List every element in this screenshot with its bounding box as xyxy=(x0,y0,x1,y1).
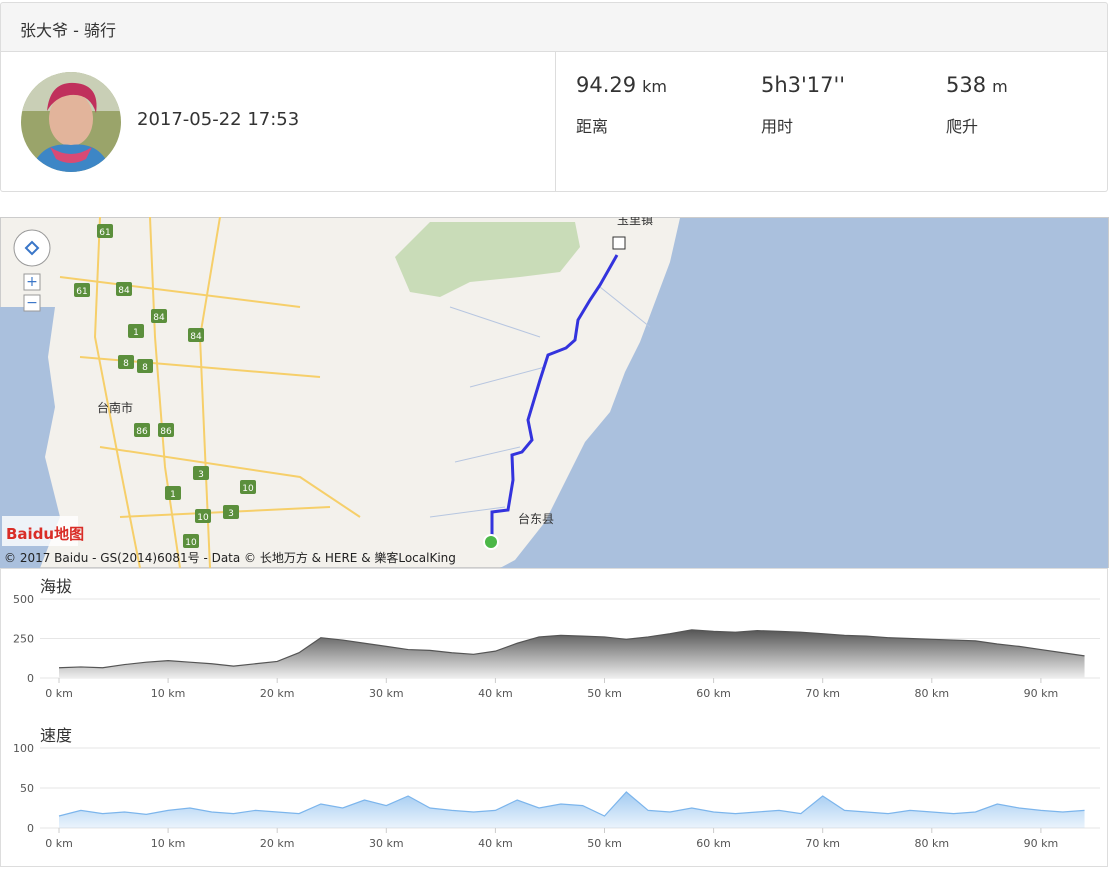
x-tick-label: 0 km xyxy=(45,687,73,700)
map-copyright: © 2017 Baidu - GS(2014)6081号 - Data © 长地… xyxy=(4,550,456,565)
road-shield xyxy=(97,224,113,238)
datetime: 2017-05-22 17:53 xyxy=(137,109,300,130)
place-label: 台东县 xyxy=(518,511,554,526)
start-marker xyxy=(483,534,499,550)
place-label: 台南市 xyxy=(97,400,133,415)
road-shield xyxy=(165,486,181,500)
place-label: 玉里镇 xyxy=(617,217,653,227)
map[interactable]: + − Baidu地图 © 2017 Baidu - GS(2014)6081号… xyxy=(0,217,1109,568)
x-tick-label: 10 km xyxy=(151,687,186,700)
road-shield xyxy=(188,328,204,342)
x-tick-label: 20 km xyxy=(260,837,295,850)
stat-label: 用时 xyxy=(761,117,794,136)
x-tick-label: 40 km xyxy=(478,837,513,850)
road-shield xyxy=(193,466,209,480)
stat-label: 爬升 xyxy=(946,117,979,136)
zoom-control[interactable]: + − xyxy=(13,229,51,312)
road-number: 8 xyxy=(123,359,129,369)
x-tick-label: 20 km xyxy=(260,687,295,700)
road-number: 61 xyxy=(99,228,110,238)
x-tick-label: 90 km xyxy=(1024,837,1059,850)
area xyxy=(59,629,1085,678)
road-number: 84 xyxy=(190,332,202,342)
x-tick-label: 40 km xyxy=(478,687,513,700)
x-tick-label: 50 km xyxy=(587,837,622,850)
line xyxy=(58,791,1085,817)
map-logo: Baidu地图 xyxy=(6,525,84,543)
road-shield xyxy=(118,355,134,369)
road-number: 61 xyxy=(76,287,87,297)
y-tick-label: 100 xyxy=(13,742,34,755)
avatar xyxy=(21,72,121,172)
road-number: 3 xyxy=(228,509,234,519)
road-shield xyxy=(116,282,132,296)
chart-title: 速度 xyxy=(40,726,72,745)
line xyxy=(58,629,1085,669)
title: 张大爷 - 骑行 xyxy=(20,21,116,40)
road-shield xyxy=(137,359,153,373)
road-number: 86 xyxy=(136,427,148,437)
x-tick-label: 80 km xyxy=(915,687,950,700)
road-shield xyxy=(74,283,90,297)
road-shield xyxy=(183,534,199,548)
y-tick-label: 50 xyxy=(20,782,34,795)
x-tick-label: 50 km xyxy=(587,687,622,700)
road-number: 1 xyxy=(170,490,176,500)
road-shield xyxy=(128,324,144,338)
stat-number: 5h3'17'' xyxy=(761,73,846,97)
stat-number: 94.29 xyxy=(576,73,637,97)
road-shield xyxy=(158,423,174,437)
x-tick-label: 30 km xyxy=(369,837,404,850)
stat-unit: m xyxy=(992,77,1008,96)
svg-text:+: + xyxy=(26,274,38,290)
chart-frame xyxy=(0,568,1108,867)
road-number: 1 xyxy=(133,328,139,338)
x-tick-label: 70 km xyxy=(805,837,840,850)
x-tick-label: 30 km xyxy=(369,687,404,700)
road-number: 10 xyxy=(242,484,254,494)
stat-value: 5h3'17'' xyxy=(761,73,845,97)
stat-value: 538 m xyxy=(946,73,1008,97)
finish-marker xyxy=(612,236,626,250)
road-shield xyxy=(151,309,167,323)
y-tick-label: 0 xyxy=(27,672,34,685)
road-shield xyxy=(240,480,256,494)
road-number: 10 xyxy=(185,538,197,548)
x-tick-label: 70 km xyxy=(805,687,840,700)
header: 张大爷 - 骑行 xyxy=(0,2,1108,52)
stat-number: 538 xyxy=(946,73,987,97)
road-number: 3 xyxy=(198,470,204,480)
road-shield xyxy=(223,505,239,519)
road-shield xyxy=(134,423,150,437)
road-number: 8 xyxy=(142,363,148,373)
chart-title: 海拔 xyxy=(40,577,72,596)
profile-card: 2017-05-22 17:53 94.29 km 距离 5h3'17'' 用时 538 m… xyxy=(0,51,1108,192)
divider xyxy=(555,51,556,191)
y-tick-label: 250 xyxy=(13,633,34,646)
x-tick-label: 60 km xyxy=(696,837,731,850)
area xyxy=(59,792,1085,828)
stat-unit: km xyxy=(642,77,667,96)
x-tick-label: 60 km xyxy=(696,687,731,700)
x-tick-label: 10 km xyxy=(151,837,186,850)
road-number: 84 xyxy=(118,286,130,296)
road-shield xyxy=(195,509,211,523)
svg-text:−: − xyxy=(26,295,38,311)
x-tick-label: 90 km xyxy=(1024,687,1059,700)
road-number: 86 xyxy=(160,427,172,437)
road-number: 84 xyxy=(153,313,165,323)
x-tick-label: 80 km xyxy=(915,837,950,850)
route xyxy=(490,254,619,540)
stat-label: 距离 xyxy=(576,117,609,136)
y-tick-label: 0 xyxy=(27,822,34,835)
y-tick-label: 500 xyxy=(13,593,34,606)
stat-value: 94.29 km xyxy=(576,73,667,97)
road-number: 10 xyxy=(197,513,209,523)
x-tick-label: 0 km xyxy=(45,837,73,850)
